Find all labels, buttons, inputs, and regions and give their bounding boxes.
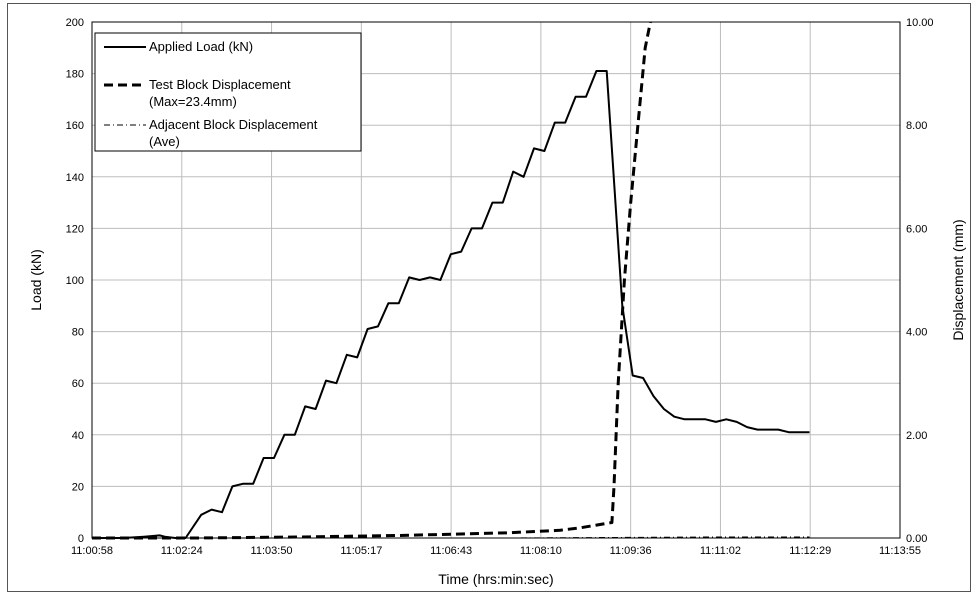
y-tick-label: 200 [66, 17, 84, 29]
y-tick-labels: 0 20 40 60 80 100 120 140 160 180 200 [66, 17, 84, 545]
legend-box [94, 32, 362, 152]
x-tick-label: 11:05:17 [340, 545, 382, 557]
y2-tick-labels: 0.00 2.00 4.00 6.00 8.00 10.00 [906, 17, 934, 545]
x-axis-title: Time (hrs:min:sec) [438, 571, 553, 587]
y-tick-label: 80 [72, 327, 84, 339]
x-tick-label: 11:06:43 [430, 545, 472, 557]
x-tick-label: 11:12:29 [789, 545, 831, 557]
legend-label-adjacent-block-2: (Ave) [149, 134, 180, 149]
x-tick-label: 11:00:58 [71, 545, 113, 557]
y2-tick-label: 10.00 [906, 17, 934, 29]
series-line-test-block-displacement [92, 21, 652, 540]
y-tick-label: 40 [72, 430, 84, 442]
y2-tick-label: 6.00 [906, 223, 927, 235]
legend-label-applied-load: Applied Load (kN) [149, 39, 253, 54]
legend-label-adjacent-block: Adjacent Block Displacement [149, 117, 318, 132]
y2-tick-label: 0.00 [906, 533, 927, 545]
y-tick-label: 140 [66, 172, 84, 184]
x-tick-label: 11:08:10 [520, 545, 562, 557]
y2-tick-label: 8.00 [906, 120, 927, 132]
legend-label-test-block: Test Block Displacement [149, 77, 291, 92]
y2-axis-title: Displacement (mm) [950, 219, 966, 340]
x-tick-label: 11:03:50 [251, 545, 293, 557]
x-tick-labels: 11:00:58 11:02:24 11:03:50 11:05:17 11:06:43… [71, 545, 921, 557]
y-tick-label: 100 [66, 275, 84, 287]
y-tick-label: 120 [66, 223, 84, 235]
y2-tick-label: 4.00 [906, 327, 927, 339]
y-tick-label: 160 [66, 120, 84, 132]
y2-tick-label: 2.00 [906, 430, 927, 442]
x-tick-label: 11:11:02 [700, 545, 741, 557]
x-tick-label: 11:09:36 [610, 545, 652, 557]
series-line-applied-load [92, 70, 810, 539]
y-axis-title: Load (kN) [28, 249, 44, 310]
legend-label-test-block-2: (Max=23.4mm) [149, 94, 237, 109]
y-tick-label: 0 [78, 533, 84, 545]
y-tick-label: 20 [72, 481, 84, 493]
plot-area-border [91, 21, 901, 539]
y-tick-label: 60 [72, 378, 84, 390]
x-tick-label: 11:13:55 [879, 545, 921, 557]
legend: Applied Load (kN) Test Block Displacemen… [94, 32, 362, 152]
x-tick-label: 11:02:24 [161, 545, 203, 557]
y-tick-label: 180 [66, 69, 84, 81]
